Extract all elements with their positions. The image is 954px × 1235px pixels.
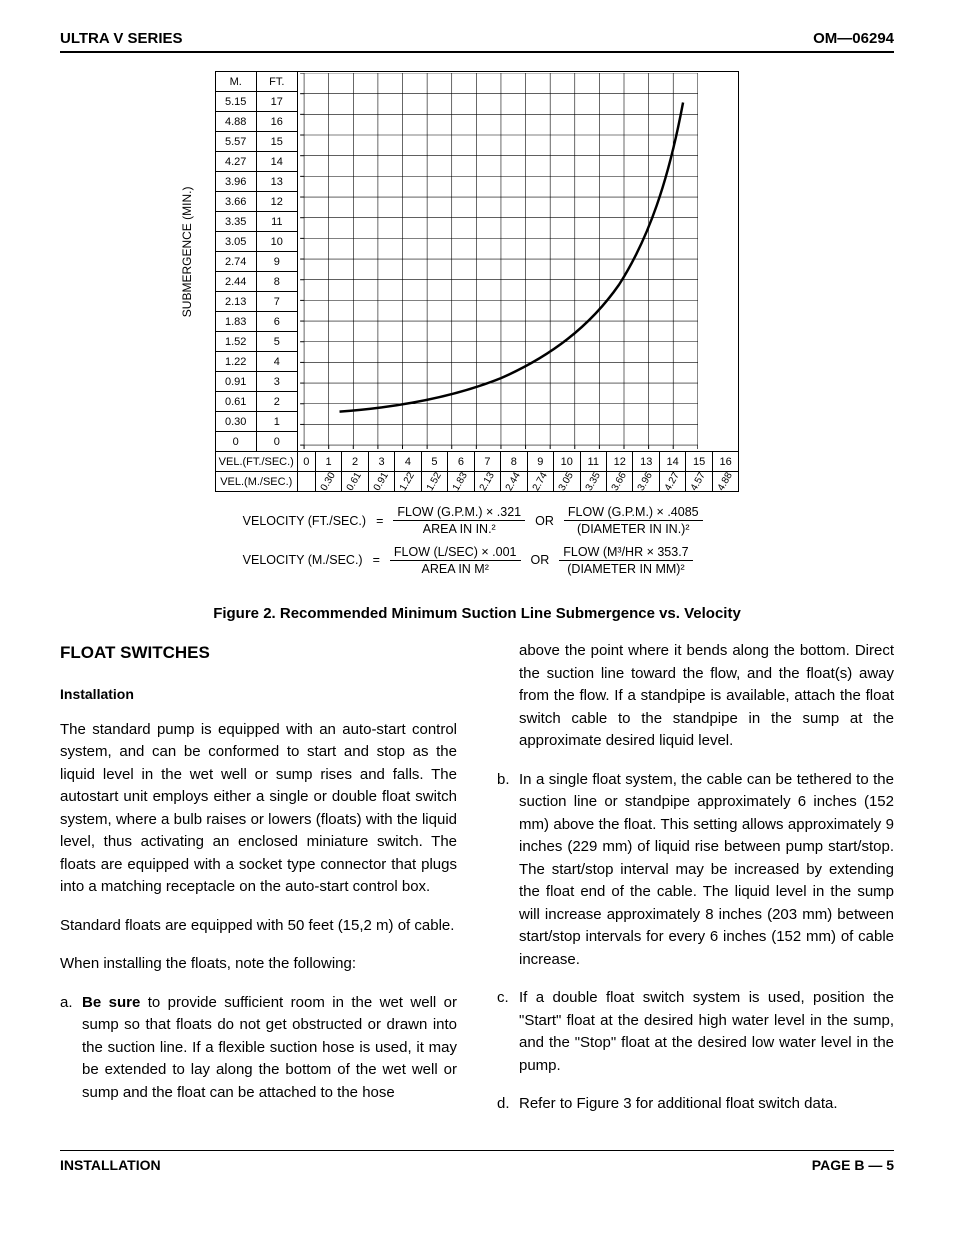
list-item-c: c.If a double float switch system is use… (519, 987, 894, 1077)
list-item-a: a. Be sure to provide sufficient room in… (82, 992, 457, 1105)
subsection-heading: Installation (60, 684, 457, 705)
paragraph: When installing the floats, note the fol… (60, 953, 457, 976)
list-item-d: d.Refer to Figure 3 for additional float… (519, 1093, 894, 1116)
submergence-chart: SUBMERGENCE (MIN.) M.FT.5.15174.88165.57… (60, 71, 894, 583)
left-column: FLOAT SWITCHES Installation The standard… (60, 640, 457, 1132)
paragraph-continuation: above the point where it bends along the… (497, 640, 894, 753)
footer-left: INSTALLATION (60, 1157, 161, 1173)
right-column: above the point where it bends along the… (497, 640, 894, 1132)
list-item-b: b.In a single float system, the cable ca… (519, 769, 894, 972)
velocity-formulas: VELOCITY (FT./SEC.) = FLOW (G.P.M.) × .3… (243, 504, 740, 577)
section-heading: FLOAT SWITCHES (60, 640, 457, 666)
header-right: OM—06294 (813, 30, 894, 47)
paragraph: The standard pump is equipped with an au… (60, 719, 457, 899)
paragraph: Standard floats are equipped with 50 fee… (60, 915, 457, 938)
chart-y-axis-label: SUBMERGENCE (MIN.) (180, 187, 194, 318)
header-left: ULTRA V SERIES (60, 30, 183, 47)
figure-caption: Figure 2. Recommended Minimum Suction Li… (60, 605, 894, 622)
footer-right: PAGE B — 5 (812, 1157, 894, 1173)
